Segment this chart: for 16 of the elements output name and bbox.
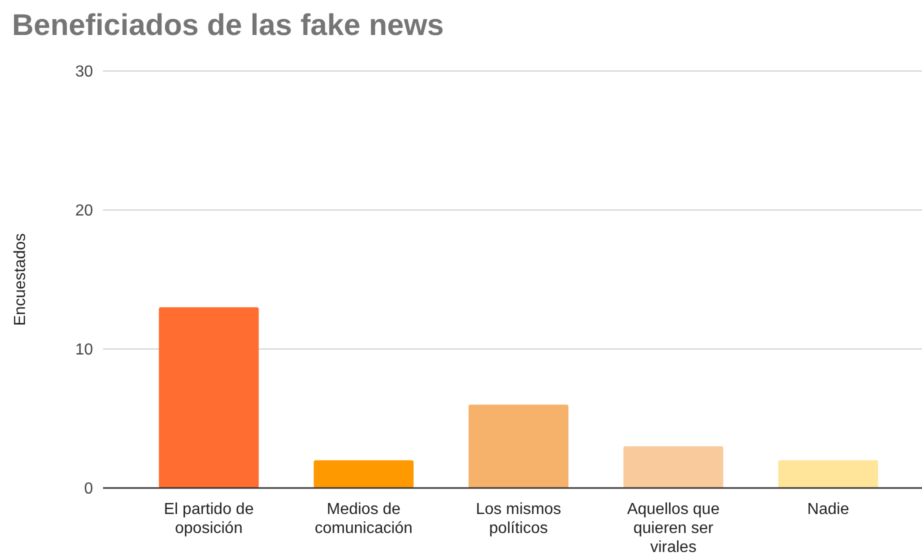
x-tick-label: Aquellos que quieren ser virales (627, 501, 720, 555)
x-tick-label: Los mismos políticos (476, 501, 562, 537)
y-tick-label: 20 (75, 202, 94, 220)
y-tick-label: 0 (84, 480, 94, 498)
x-tick-label: Nadie (807, 501, 850, 518)
y-tick-label: 10 (75, 342, 94, 359)
y-axis-title: Encuestados (12, 233, 29, 326)
bar (468, 404, 568, 488)
x-tick-label: Medios de comunicación (314, 501, 413, 537)
bar (623, 446, 724, 488)
chart-title: Beneficiados de las fake news (12, 9, 444, 42)
y-tick-label: 30 (75, 64, 94, 81)
bar (314, 460, 414, 488)
bar (158, 307, 259, 488)
bar (778, 460, 878, 488)
x-tick-label: El partido de oposición (164, 501, 254, 537)
